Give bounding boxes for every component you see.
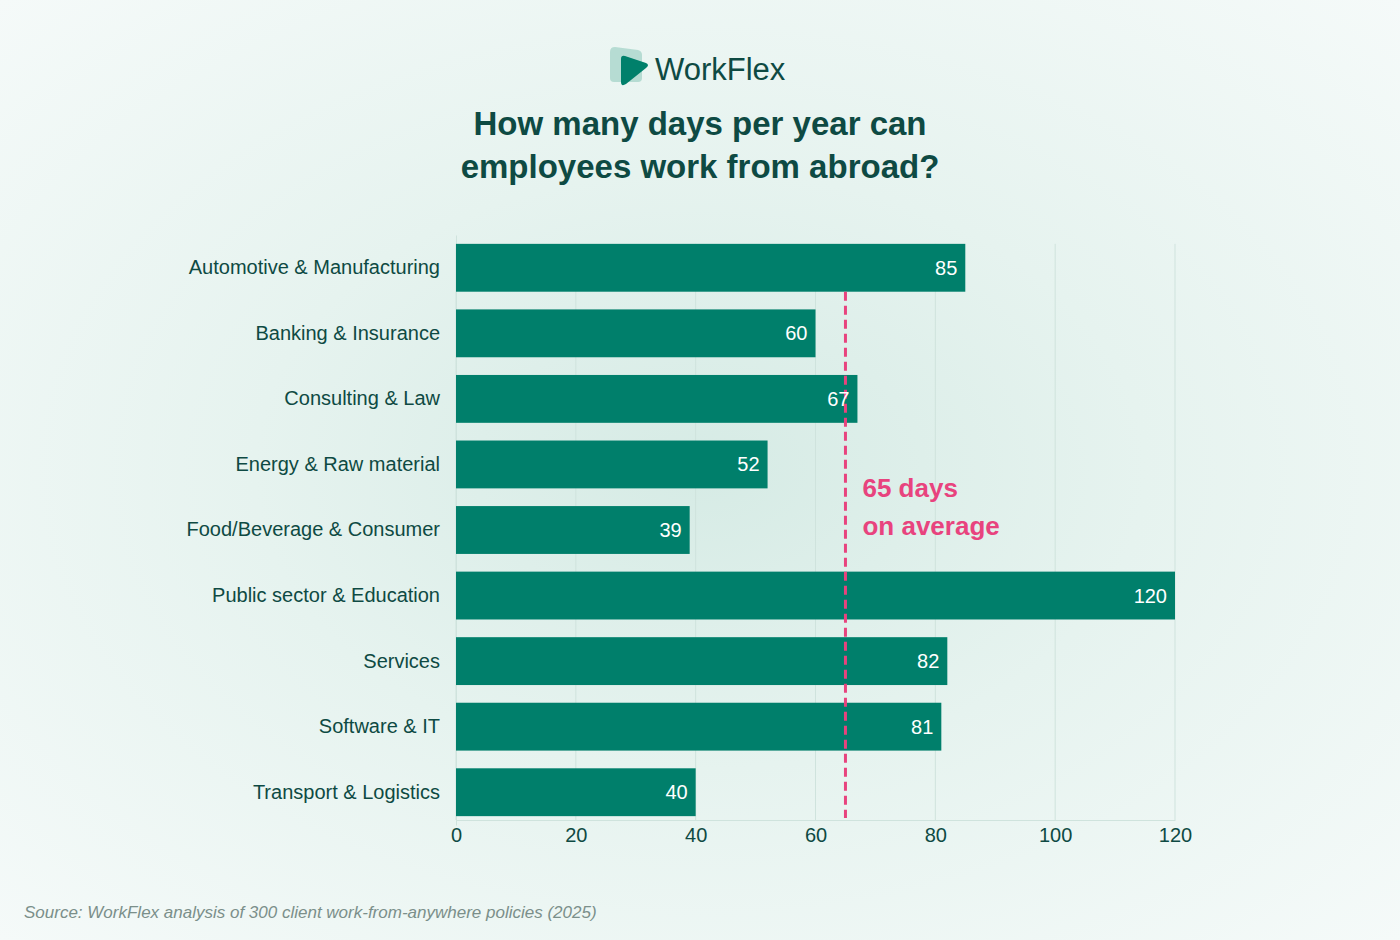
data-label: 52 <box>737 453 759 475</box>
x-tick: 60 <box>805 820 827 846</box>
data-label: 60 <box>785 322 807 344</box>
x-tick-label: 20 <box>565 824 587 846</box>
x-tick: 100 <box>1039 820 1072 846</box>
category-label: Automotive & Manufacturing <box>189 256 440 278</box>
y-tick: Banking & Insurance <box>255 322 456 344</box>
bar <box>456 375 857 423</box>
x-tick-label: 120 <box>1159 824 1192 846</box>
y-tick: Public sector & Education <box>212 584 456 606</box>
category-label: Energy & Raw material <box>235 453 440 475</box>
data-label: 82 <box>917 650 939 672</box>
data-label: 40 <box>665 781 687 803</box>
y-tick: Consulting & Law <box>284 387 456 409</box>
category-label: Consulting & Law <box>284 387 440 409</box>
bar <box>456 309 816 357</box>
category-label: Food/Beverage & Consumer <box>187 518 441 540</box>
x-tick: 80 <box>925 820 947 846</box>
x-tick-label: 40 <box>685 824 707 846</box>
category-label: Public sector & Education <box>212 584 440 606</box>
marks <box>456 244 1175 818</box>
x-axis: 0 20 40 60 80 100 120 <box>451 820 1192 846</box>
category-label: Banking & Insurance <box>255 322 440 344</box>
y-tick: Food/Beverage & Consumer <box>187 518 456 540</box>
data-label: 39 <box>659 519 681 541</box>
y-tick: Automotive & Manufacturing <box>189 256 456 278</box>
x-tick-label: 80 <box>925 824 947 846</box>
source: Source: WorkFlex analysis of 300 client … <box>24 903 597 922</box>
x-axis-line <box>457 820 1176 821</box>
bar <box>456 441 768 489</box>
data-label: 81 <box>911 716 933 738</box>
logo-icon-front <box>621 56 648 85</box>
y-tick: Transport & Logistics <box>253 781 456 803</box>
bar <box>456 244 965 292</box>
x-tick-label: 100 <box>1039 824 1072 846</box>
grid-line <box>1175 244 1176 820</box>
bar <box>456 703 941 751</box>
average-annotation-line: 65 days <box>862 473 957 503</box>
bar <box>456 768 696 816</box>
data-labels: 85 60 67 52 39 120 82 81 40 <box>659 257 1167 803</box>
x-tick: 120 <box>1159 820 1192 846</box>
x-tick: 20 <box>565 820 587 846</box>
title: How many days per year canemployees work… <box>461 105 940 185</box>
bar <box>456 506 690 554</box>
data-label: 85 <box>935 257 957 279</box>
average-line <box>844 292 847 818</box>
category-label: Transport & Logistics <box>253 781 440 803</box>
average-annotation-line: on average <box>862 511 999 541</box>
y-tick: Services <box>363 650 456 672</box>
x-tick-label: 0 <box>451 824 462 846</box>
y-tick: Software & IT <box>319 715 456 737</box>
data-label: 120 <box>1134 585 1167 607</box>
grid-line <box>1055 244 1056 820</box>
logo-text: WorkFlex <box>655 52 786 87</box>
y-tick: Energy & Raw material <box>235 453 456 475</box>
chart: WorkFlex How many days per year canemploy… <box>0 0 1400 940</box>
grid <box>456 244 1175 820</box>
y-axis: Automotive & Manufacturing Banking & Insu… <box>187 236 457 826</box>
bar <box>456 637 947 685</box>
x-tick-label: 60 <box>805 824 827 846</box>
x-tick: 40 <box>685 820 707 846</box>
category-label: Software & IT <box>319 715 440 737</box>
bar <box>456 572 1175 620</box>
category-label: Services <box>363 650 440 672</box>
data-label: 67 <box>827 388 849 410</box>
average-annotation: 65 days on average <box>862 473 999 541</box>
logo: WorkFlex <box>610 47 786 87</box>
